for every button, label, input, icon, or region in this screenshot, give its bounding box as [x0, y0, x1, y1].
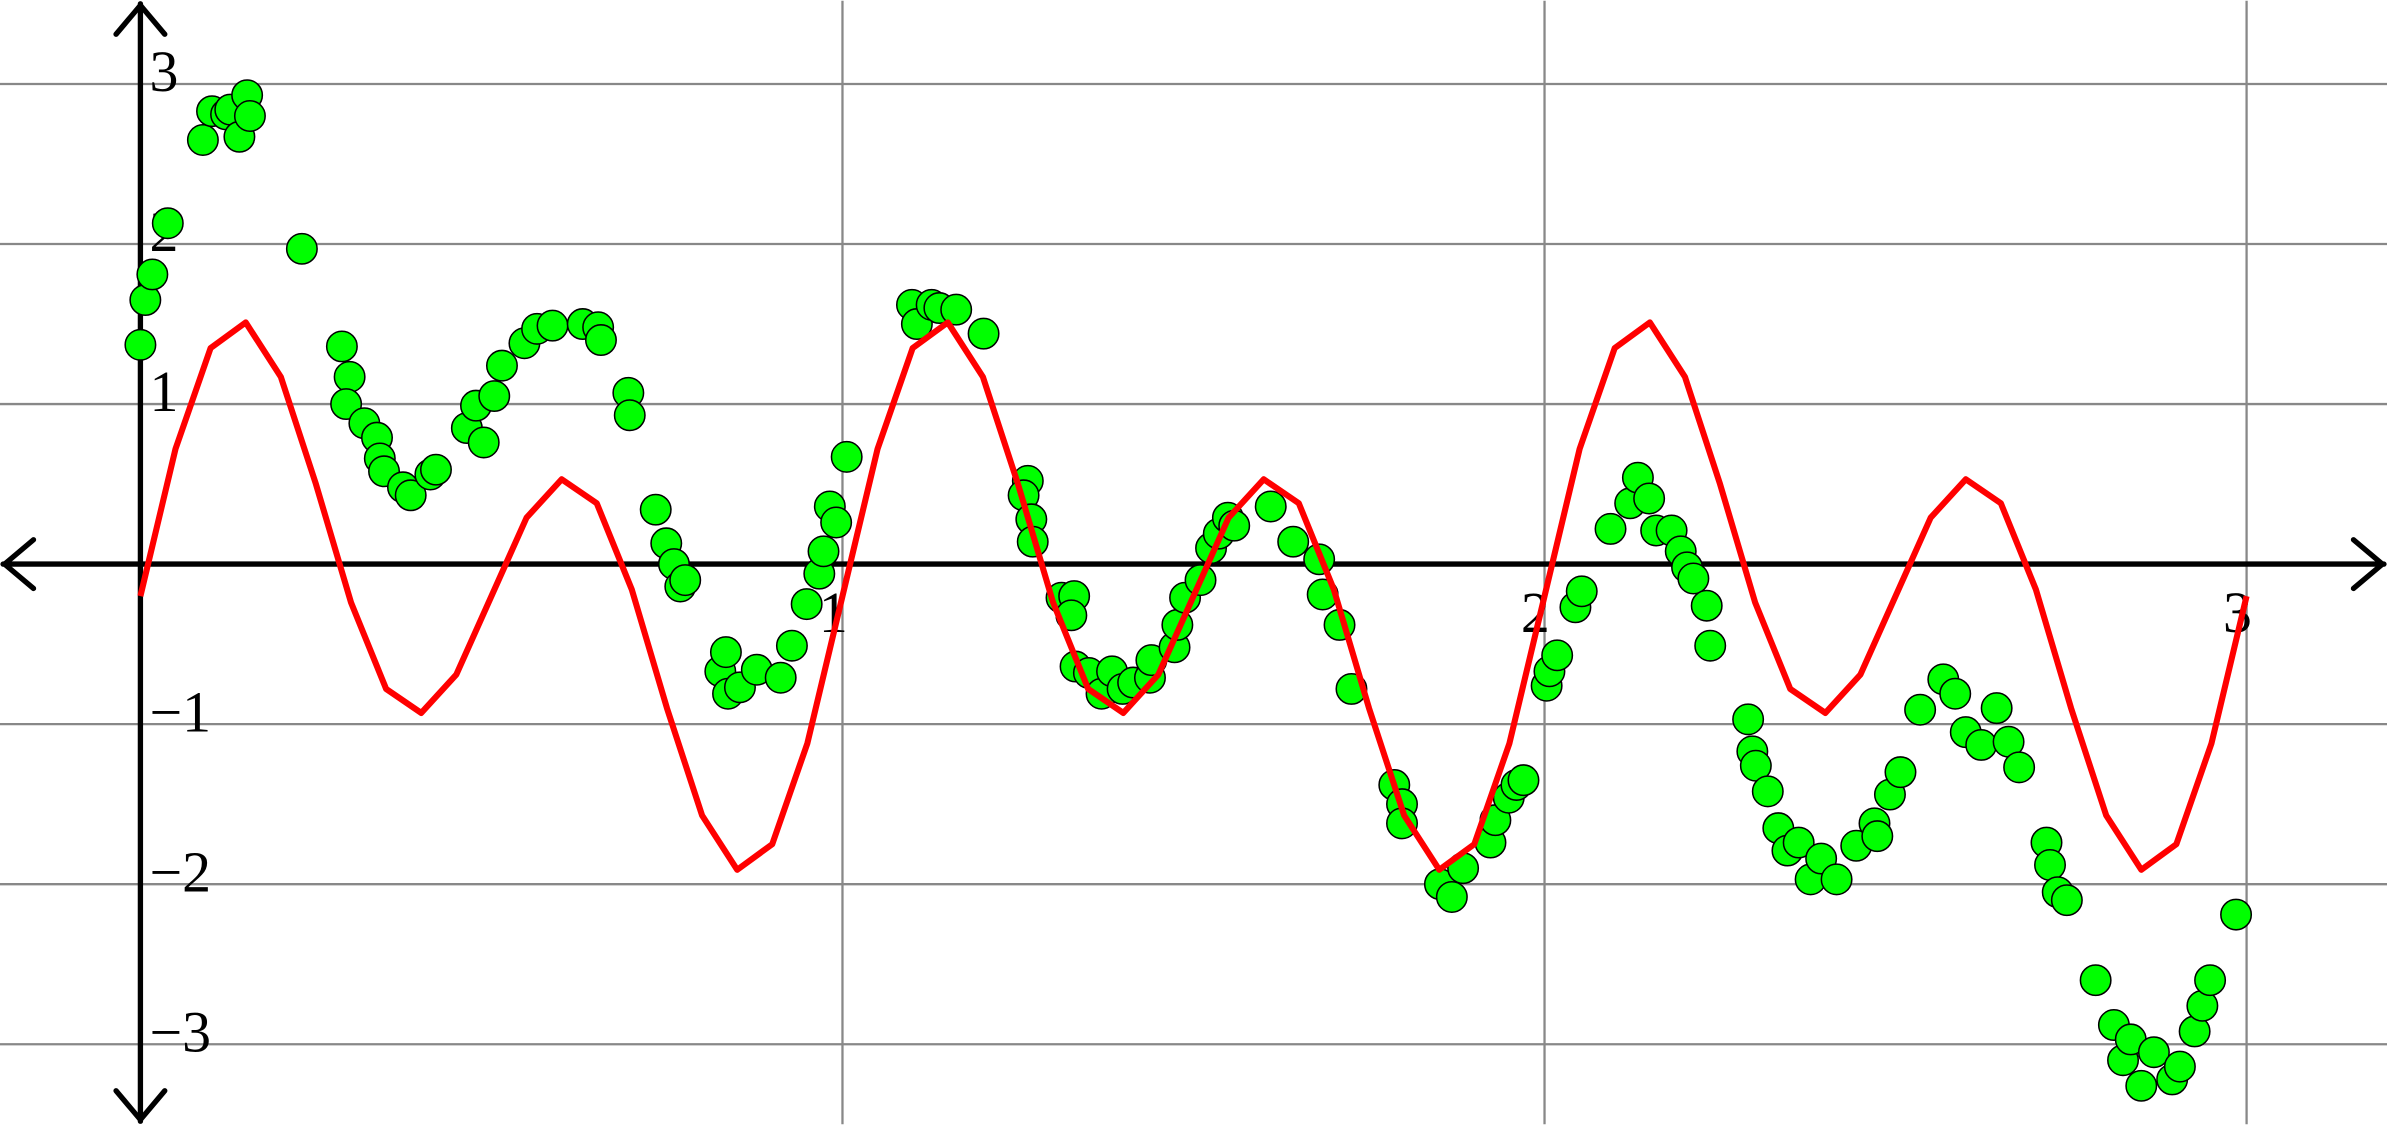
axis-arrow [113, 2, 168, 37]
scatter-point [1884, 756, 1917, 789]
scatter-point [325, 330, 358, 363]
scatter-point [2125, 1069, 2158, 1102]
scatter-point [967, 317, 1000, 350]
scatter-point [1694, 629, 1727, 662]
curve [137, 319, 2250, 873]
axis-arrow [113, 1088, 168, 1123]
scatter-point [709, 636, 742, 669]
scatter-point [1904, 693, 1937, 726]
scatter-point [1732, 703, 1765, 736]
scatter-point [2194, 964, 2227, 997]
scatter-point [2220, 898, 2253, 931]
scatter-point [1861, 820, 1894, 853]
scatter-point [1594, 512, 1627, 545]
y-tick-label: 3 [150, 39, 179, 104]
scatter-point [2163, 1050, 2196, 1083]
scatter-point [1980, 692, 2013, 725]
scatter-point [124, 328, 157, 361]
scatter-point [669, 564, 702, 597]
scatter-point [485, 349, 518, 382]
scatter-point [1435, 880, 1468, 913]
scatter-point [940, 293, 973, 326]
scatter-point [1751, 775, 1784, 808]
y-tick-label: −3 [150, 999, 212, 1064]
scatter-point [639, 493, 672, 526]
scatter-point [233, 100, 266, 132]
scatter-point [807, 535, 840, 568]
scatter-point [1965, 728, 1998, 761]
scatter-point [1565, 575, 1598, 608]
scatter-point [1939, 677, 1972, 710]
scatter-point [1277, 525, 1310, 558]
scatter-point [467, 426, 500, 459]
scatter-point [613, 399, 646, 432]
scatter-point [2050, 884, 2083, 917]
scatter-point [2003, 751, 2036, 784]
scatter-point [830, 440, 863, 473]
scatter-point [394, 479, 427, 512]
scatter-point [333, 360, 366, 393]
scatter-point [1820, 863, 1853, 896]
scatter-point [775, 629, 808, 662]
y-tick-label: −1 [150, 679, 212, 744]
scatter-point [1507, 764, 1540, 797]
y-tick-label: −2 [150, 839, 212, 904]
scatter-point [1677, 562, 1710, 595]
scatter-point [1633, 482, 1666, 515]
scatter-point [151, 207, 184, 240]
scatter-point [2079, 964, 2112, 997]
scatter-point [536, 309, 569, 342]
axis-arrow [1, 537, 37, 592]
marks [124, 79, 2253, 1102]
y-tick-label: 1 [150, 359, 179, 424]
scatter-point [1541, 639, 1574, 672]
scatter-point [2034, 848, 2066, 881]
scatter-point [419, 453, 452, 486]
scatter-point [2137, 1036, 2170, 1069]
scatter-point [764, 661, 797, 694]
axis-arrow [2350, 537, 2386, 592]
scatter-point [820, 506, 853, 539]
scatter-point [790, 588, 823, 621]
scatter-point [186, 124, 219, 156]
scatter-point [478, 380, 511, 413]
scatter-point [136, 258, 169, 291]
scatter-point [285, 232, 318, 265]
scatter-point [584, 324, 617, 357]
scatter-point [1690, 589, 1723, 622]
scatter-point [1254, 490, 1287, 523]
scatter-point [1782, 826, 1815, 859]
